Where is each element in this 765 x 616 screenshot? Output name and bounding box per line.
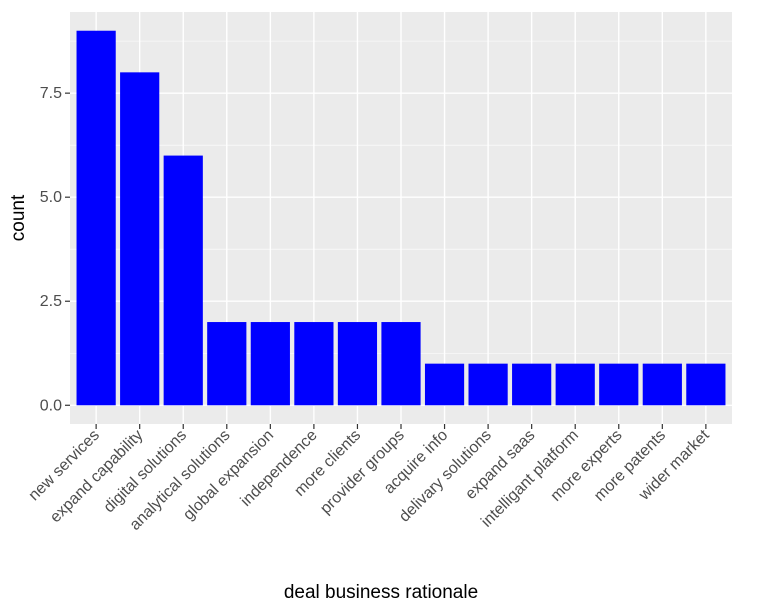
- bar: [512, 363, 552, 406]
- y-tick-label: 2.5: [40, 293, 62, 310]
- bar: [599, 363, 639, 406]
- bar: [163, 155, 203, 406]
- bar: [207, 322, 247, 406]
- bar: [424, 363, 465, 406]
- bar: [337, 322, 378, 406]
- y-axis-title: count: [8, 194, 29, 241]
- bar: [686, 363, 726, 406]
- x-tick-label: independence: [238, 427, 321, 510]
- bar: [76, 30, 116, 406]
- y-tick-label: 0.0: [40, 397, 62, 414]
- y-tick-label: 5.0: [40, 189, 62, 206]
- y-tick-label: 7.5: [40, 85, 62, 102]
- bar: [250, 322, 290, 406]
- bar: [468, 363, 508, 406]
- x-axis-title: deal business rationale: [284, 582, 478, 603]
- y-axis: 0.0 2.5 5.0 7.5: [40, 85, 70, 414]
- bar: [381, 322, 421, 406]
- bar: [120, 72, 160, 406]
- bar: [555, 363, 595, 406]
- bars-group: [76, 30, 726, 406]
- bar: [294, 322, 334, 406]
- bar: [642, 363, 682, 406]
